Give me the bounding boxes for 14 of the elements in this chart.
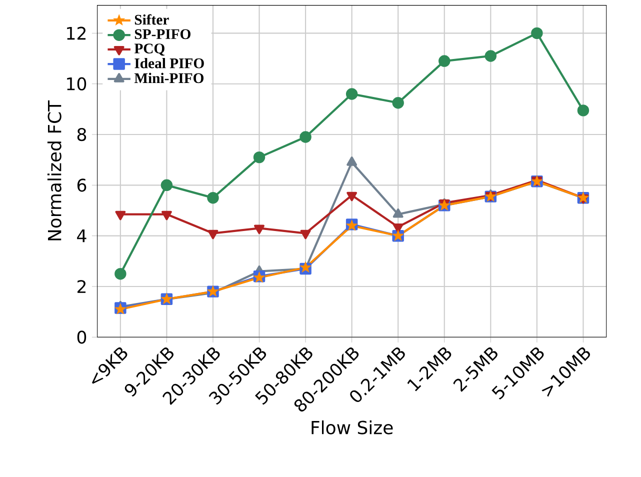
x-axis-title: Flow Size xyxy=(312,420,393,434)
legend-label: PCQ xyxy=(134,44,164,56)
y-axis-title: Normalized FCT xyxy=(47,100,62,240)
y-tick-label: 6 xyxy=(77,178,86,192)
y-tick-label: 10 xyxy=(67,77,86,90)
y-tick-label: 8 xyxy=(77,128,86,142)
legend-label: Sifter xyxy=(134,14,169,25)
legend-label: Ideal PIFO xyxy=(134,58,204,68)
y-tick-label: 0 xyxy=(77,330,86,344)
y-tick-label: 4 xyxy=(77,229,86,242)
legend-label: Mini-PIFO xyxy=(134,72,204,84)
legend-label: SP-PIFO xyxy=(134,29,190,40)
y-tick-label: 2 xyxy=(78,280,86,293)
y-tick-label: 12 xyxy=(67,26,86,40)
